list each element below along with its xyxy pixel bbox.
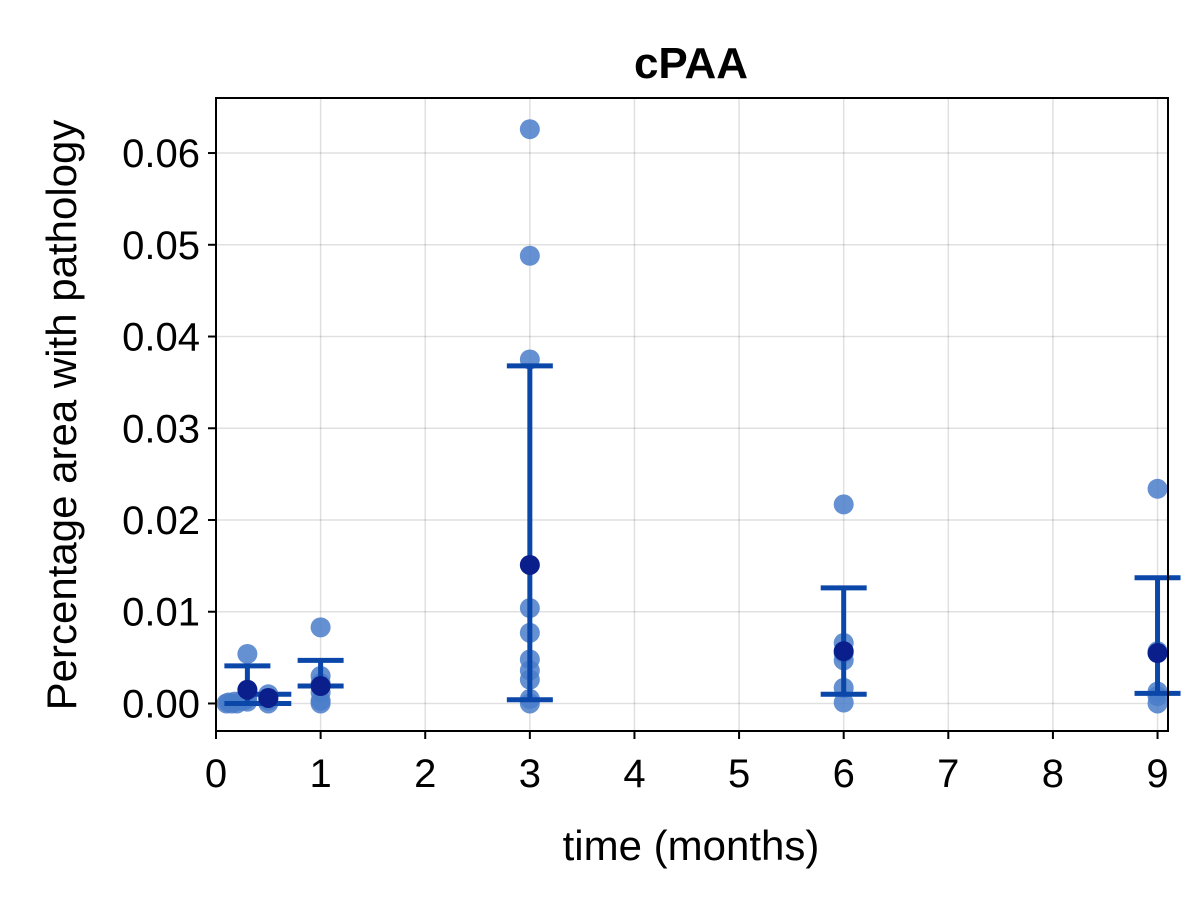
x-tick-label: 5 <box>728 752 750 796</box>
y-tick-label: 0.00 <box>122 682 200 726</box>
grid <box>215 98 1168 731</box>
y-tick-label: 0.06 <box>122 132 200 176</box>
error-bar <box>820 585 867 697</box>
x-tick-label: 8 <box>1042 752 1064 796</box>
y-axis: 0.00 0.01 0.02 0.03 0.04 0.05 0.06 <box>122 132 216 726</box>
error-bar <box>1134 575 1181 696</box>
error-bar <box>506 363 553 703</box>
x-axis-title: time (months) <box>563 822 820 869</box>
y-tick-label: 0.04 <box>122 316 200 360</box>
x-tick-label: 7 <box>937 752 959 796</box>
mean-point <box>237 679 258 700</box>
data-point <box>310 617 331 638</box>
mean-point <box>1147 643 1168 664</box>
y-tick-label: 0.05 <box>122 224 200 268</box>
x-tick-label: 0 <box>205 752 227 796</box>
x-tick-label: 1 <box>309 752 331 796</box>
data-point <box>833 692 854 713</box>
x-tick-label: 3 <box>519 752 541 796</box>
data-point <box>519 245 540 266</box>
y-axis-title: Percentage area with pathology <box>38 120 85 711</box>
plot-frame <box>215 97 1169 732</box>
data-point <box>1147 693 1168 714</box>
error-bars <box>224 363 1181 706</box>
data-point <box>310 693 331 714</box>
mean-point <box>833 641 854 662</box>
y-tick-label: 0.02 <box>122 499 200 543</box>
x-tick-label: 4 <box>623 752 645 796</box>
data-point <box>1147 478 1168 499</box>
data-points <box>216 119 1168 714</box>
mean-point <box>519 554 540 575</box>
data-point <box>519 119 540 140</box>
data-point <box>833 494 854 515</box>
mean-point <box>258 687 279 708</box>
mean-markers <box>237 554 1168 708</box>
x-tick-label: 2 <box>414 752 436 796</box>
y-tick-label: 0.01 <box>122 591 200 635</box>
y-tick-label: 0.03 <box>122 407 200 451</box>
x-tick-label: 9 <box>1146 752 1168 796</box>
x-tick-label: 6 <box>833 752 855 796</box>
chart-title: cPAA <box>634 39 748 88</box>
x-axis: 0 1 2 3 4 5 6 7 8 9 <box>205 731 1169 796</box>
mean-point <box>310 676 331 697</box>
data-point <box>237 643 258 664</box>
